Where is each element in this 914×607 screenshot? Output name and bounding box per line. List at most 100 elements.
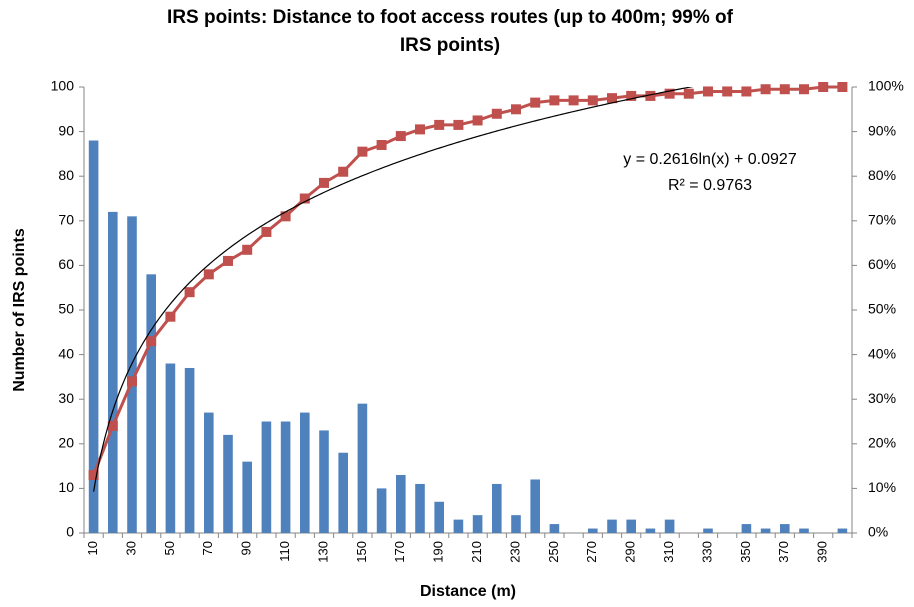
line-marker xyxy=(127,376,137,387)
y2-tick-label: 70% xyxy=(868,212,896,228)
bar xyxy=(261,421,272,533)
line-marker xyxy=(395,131,406,142)
line-marker xyxy=(184,287,195,298)
chart-title: IRS points: Distance to foot access rout… xyxy=(167,7,733,56)
line-marker xyxy=(530,97,541,108)
x-tick-label: 390 xyxy=(815,541,830,563)
y-axis-title: Number of IRS points xyxy=(11,228,28,392)
x-axis-title: Distance (m) xyxy=(420,583,516,600)
x-tick-label: 150 xyxy=(354,541,369,563)
x-tick-label: 50 xyxy=(162,541,177,555)
y2-tick-label: 0% xyxy=(868,524,888,540)
bar xyxy=(607,519,617,533)
bar xyxy=(415,483,425,533)
y-tick-label: 50 xyxy=(58,301,74,317)
bar xyxy=(319,430,329,533)
bar xyxy=(204,412,214,533)
x-tick-label: 250 xyxy=(546,541,561,563)
line-marker xyxy=(472,115,483,126)
line-marker xyxy=(453,119,464,130)
line-marker xyxy=(415,124,425,135)
y-tick-label: 90 xyxy=(58,122,74,138)
line-marker xyxy=(607,93,617,104)
x-tick-label: 190 xyxy=(431,541,446,563)
line-marker xyxy=(645,90,656,101)
y-tick-label: 40 xyxy=(58,345,74,361)
bar xyxy=(492,483,502,533)
bar xyxy=(242,461,252,533)
line-marker xyxy=(434,119,445,130)
bar xyxy=(780,524,790,533)
bar xyxy=(549,524,560,533)
trendline-equation: y = 0.2616ln(x) + 0.0927 xyxy=(623,151,797,168)
y2-tick-label: 40% xyxy=(868,345,896,361)
bar xyxy=(146,274,156,533)
bar xyxy=(511,515,521,533)
line-marker xyxy=(818,82,829,92)
line-marker xyxy=(799,84,809,95)
y2-tick-label: 50% xyxy=(868,301,896,317)
line-marker xyxy=(568,95,579,106)
bar xyxy=(799,528,809,533)
bar xyxy=(184,367,195,533)
bar xyxy=(472,515,483,533)
bar xyxy=(703,528,713,533)
line-marker xyxy=(491,108,502,119)
line-marker xyxy=(587,95,598,106)
x-tick-label: 230 xyxy=(507,541,522,563)
x-tick-label: 350 xyxy=(738,541,753,563)
x-tick-label: 10 xyxy=(85,541,100,555)
line-marker xyxy=(242,244,253,255)
line-marker xyxy=(683,88,694,99)
x-tick-label: 30 xyxy=(123,541,138,555)
bar xyxy=(434,501,444,533)
bar xyxy=(453,519,464,533)
line-marker xyxy=(722,86,733,97)
bar xyxy=(357,403,368,533)
x-tick-label: 130 xyxy=(315,541,330,563)
bar xyxy=(108,211,118,533)
y-tick-label: 60 xyxy=(58,256,74,272)
bar xyxy=(530,479,540,533)
x-tick-label: 170 xyxy=(392,541,407,563)
bar xyxy=(127,216,137,533)
line-marker xyxy=(280,211,291,222)
line-marker xyxy=(146,336,157,347)
y2-tick-label: 100% xyxy=(868,78,904,94)
x-tick-label: 330 xyxy=(699,541,714,563)
y2-tick-label: 10% xyxy=(868,479,896,495)
bar xyxy=(376,488,387,533)
x-tick-label: 210 xyxy=(469,541,484,563)
line-marker xyxy=(511,104,521,115)
line-marker xyxy=(261,226,272,237)
x-tick-label: 290 xyxy=(623,541,638,563)
bar xyxy=(165,363,176,533)
line-marker xyxy=(664,88,675,99)
line-marker xyxy=(760,84,771,95)
y-tick-label: 100 xyxy=(51,78,75,94)
y2-tick-label: 30% xyxy=(868,390,896,406)
y-tick-label: 70 xyxy=(58,212,74,228)
line-marker xyxy=(338,166,349,177)
bar xyxy=(300,412,310,533)
bar xyxy=(280,421,291,533)
bar xyxy=(626,519,636,533)
line-marker xyxy=(376,139,387,150)
y2-tick-label: 90% xyxy=(868,122,896,138)
line-marker xyxy=(703,86,713,97)
x-tick-label: 310 xyxy=(661,541,676,563)
line-marker xyxy=(549,95,560,106)
line-marker xyxy=(203,269,214,280)
trendline xyxy=(93,87,694,492)
bar xyxy=(664,519,675,533)
bar xyxy=(338,452,348,533)
y2-tick-label: 60% xyxy=(868,256,896,272)
line-marker xyxy=(626,90,637,101)
line-marker xyxy=(837,82,848,92)
y2-tick-label: 80% xyxy=(868,167,896,183)
line-marker xyxy=(741,86,752,97)
bar xyxy=(88,140,99,533)
line-marker xyxy=(165,311,176,322)
